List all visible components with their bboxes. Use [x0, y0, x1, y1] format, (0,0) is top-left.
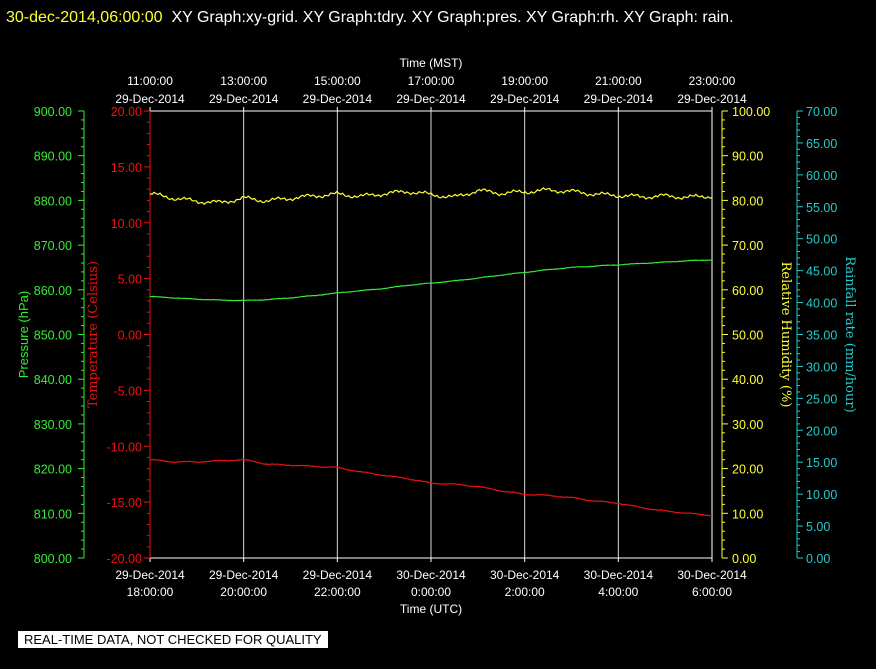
- temperature-series-line: [149, 458, 712, 517]
- x-top-tick-date: 29-Dec-2014: [303, 92, 373, 106]
- x-bottom-axis-title: Time (UTC): [400, 602, 462, 616]
- x-top-tick-date: 29-Dec-2014: [677, 92, 747, 106]
- x-bottom-tick-date: 29-Dec-2014: [115, 568, 185, 582]
- x-top-axis-title: Time (MST): [400, 56, 463, 70]
- x-bottom-tick-date: 30-Dec-2014: [396, 568, 466, 582]
- pressure-tick-label: 810.00: [34, 507, 72, 521]
- rainfall-axis-title: Rainfall rate (mm/hour): [842, 256, 857, 412]
- chart-header: 30-dec-2014,06:00:00 XY Graph:xy-grid. X…: [6, 2, 866, 33]
- rainfall-tick-label: 0.00: [806, 552, 830, 566]
- header-graph-list: XY Graph:xy-grid. XY Graph:tdry. XY Grap…: [171, 9, 734, 26]
- temperature-tick-label: 15.00: [111, 161, 142, 175]
- temperature-axis-title: Temperature (Celsius): [86, 261, 101, 408]
- humidity-tick-label: 30.00: [732, 418, 763, 432]
- humidity-tick-label: 20.00: [732, 463, 763, 477]
- pressure-tick-label: 890.00: [34, 150, 72, 164]
- x-bottom-tick-time: 18:00:00: [127, 585, 174, 599]
- pressure-tick-label: 840.00: [34, 373, 72, 387]
- rainfall-tick-label: 60.00: [806, 169, 837, 183]
- rainfall-tick-label: 5.00: [806, 520, 830, 534]
- pressure-axis-title: Pressure (hPa): [16, 291, 31, 378]
- x-top-tick-date: 29-Dec-2014: [490, 92, 560, 106]
- humidity-tick-label: 70.00: [732, 239, 763, 253]
- temperature-tick-label: -10.00: [107, 440, 142, 454]
- rainfall-tick-label: 20.00: [806, 424, 837, 438]
- humidity-axis-title: Relative Humidity (%): [778, 262, 793, 408]
- x-top-tick-date: 29-Dec-2014: [209, 92, 279, 106]
- pressure-tick-label: 820.00: [34, 463, 72, 477]
- rainfall-tick-label: 65.00: [806, 137, 837, 151]
- humidity-tick-label: 0.00: [732, 552, 756, 566]
- humidity-tick-label: 50.00: [732, 329, 763, 343]
- x-bottom-tick-time: 22:00:00: [314, 585, 361, 599]
- x-bottom-tick-date: 30-Dec-2014: [677, 568, 747, 582]
- rainfall-tick-label: 50.00: [806, 233, 837, 247]
- x-bottom-tick-date: 30-Dec-2014: [490, 568, 560, 582]
- x-bottom-tick-time: 6:00:00: [692, 585, 732, 599]
- rainfall-tick-label: 70.00: [806, 105, 837, 119]
- x-bottom-tick-time: 0:00:00: [411, 585, 451, 599]
- temperature-tick-label: 5.00: [118, 273, 142, 287]
- rainfall-tick-label: 55.00: [806, 201, 837, 215]
- x-bottom-tick-time: 20:00:00: [220, 585, 267, 599]
- temperature-tick-label: 0.00: [118, 329, 142, 343]
- x-bottom-tick-date: 29-Dec-2014: [209, 568, 279, 582]
- rainfall-tick-label: 45.00: [806, 265, 837, 279]
- rainfall-tick-label: 10.00: [806, 488, 837, 502]
- temperature-tick-label: -20.00: [107, 552, 142, 566]
- pressure-tick-label: 830.00: [34, 418, 72, 432]
- rainfall-tick-label: 35.00: [806, 329, 837, 343]
- pressure-tick-label: 800.00: [34, 552, 72, 566]
- pressure-series-line: [149, 259, 713, 302]
- rainfall-tick-label: 40.00: [806, 297, 837, 311]
- x-top-tick-date: 29-Dec-2014: [584, 92, 654, 106]
- temperature-tick-label: 10.00: [111, 217, 142, 231]
- x-top-tick-date: 29-Dec-2014: [396, 92, 466, 106]
- data-quality-disclaimer: REAL-TIME DATA, NOT CHECKED FOR QUALITY: [18, 631, 328, 648]
- x-bottom-tick-date: 29-Dec-2014: [303, 568, 373, 582]
- x-top-tick-time: 13:00:00: [220, 74, 267, 88]
- temperature-tick-label: -15.00: [107, 496, 142, 510]
- x-top-tick-date: 29-Dec-2014: [115, 92, 185, 106]
- humidity-tick-label: 90.00: [732, 150, 763, 164]
- x-top-tick-time: 15:00:00: [314, 74, 361, 88]
- x-bottom-tick-date: 30-Dec-2014: [584, 568, 654, 582]
- x-top-tick-time: 11:00:00: [127, 74, 173, 88]
- x-top-tick-time: 19:00:00: [501, 74, 548, 88]
- x-top-tick-time: 23:00:00: [689, 74, 736, 88]
- humidity-series-line: [149, 187, 713, 205]
- temperature-tick-label: 20.00: [111, 105, 142, 119]
- pressure-tick-label: 900.00: [34, 105, 72, 119]
- x-top-tick-time: 17:00:00: [408, 74, 455, 88]
- header-timestamp: 30-dec-2014,06:00:00: [6, 9, 163, 26]
- humidity-tick-label: 80.00: [732, 194, 763, 208]
- pressure-tick-label: 860.00: [34, 284, 72, 298]
- temperature-tick-label: -5.00: [114, 384, 143, 398]
- rainfall-tick-label: 25.00: [806, 392, 837, 406]
- humidity-tick-label: 10.00: [732, 507, 763, 521]
- x-bottom-tick-time: 2:00:00: [505, 585, 545, 599]
- pressure-tick-label: 870.00: [34, 239, 72, 253]
- humidity-tick-label: 40.00: [732, 373, 763, 387]
- pressure-tick-label: 880.00: [34, 194, 72, 208]
- humidity-tick-label: 100.00: [732, 105, 770, 119]
- humidity-tick-label: 60.00: [732, 284, 763, 298]
- x-bottom-tick-time: 4:00:00: [598, 585, 638, 599]
- rainfall-tick-label: 30.00: [806, 360, 837, 374]
- rainfall-tick-label: 15.00: [806, 456, 837, 470]
- x-top-tick-time: 21:00:00: [595, 74, 642, 88]
- pressure-tick-label: 850.00: [34, 329, 72, 343]
